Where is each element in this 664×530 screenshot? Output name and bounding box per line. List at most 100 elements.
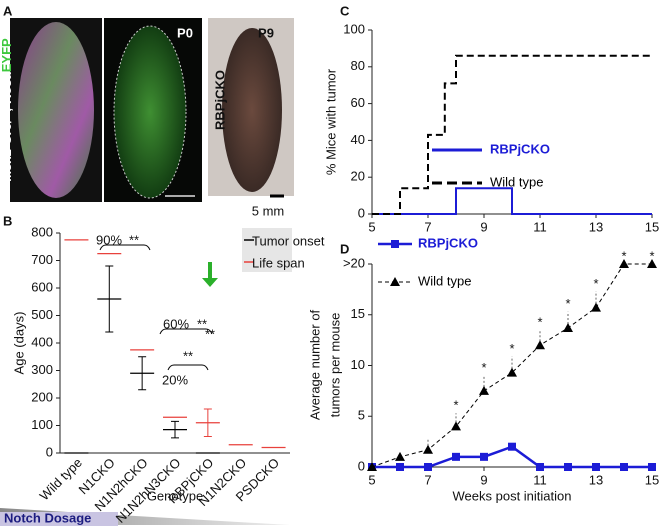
annotation: 20% — [162, 372, 188, 387]
x-tick-label: 11 — [533, 219, 547, 234]
legend-label: RBPjCKO — [418, 235, 478, 250]
significance: * — [537, 314, 542, 329]
y-tick-label: 80 — [351, 58, 365, 73]
significance: * — [621, 248, 626, 263]
significance: * — [649, 248, 654, 263]
marker — [564, 463, 572, 471]
mutant-label: RBPjCKO — [212, 70, 227, 130]
marker — [535, 340, 545, 350]
marker — [479, 385, 489, 395]
marker — [451, 421, 461, 431]
genotype: Msx2-Cre/+; Rosa — [0, 71, 14, 181]
marker — [563, 322, 573, 332]
photo-mouse — [222, 28, 282, 192]
y-tick-label: 200 — [31, 389, 53, 404]
error-bar — [138, 356, 147, 391]
significance: * — [509, 341, 514, 356]
reporter: EYFP — [0, 38, 14, 72]
y-tick-label: 20 — [351, 169, 365, 184]
marker — [591, 302, 601, 312]
marker — [424, 463, 432, 471]
x-axis-label: Genotype — [147, 488, 203, 503]
significance: * — [453, 398, 458, 413]
y-tick-label: 60 — [351, 95, 365, 110]
y-axis-label: tumors per mouse — [327, 313, 342, 418]
panel-label: D — [340, 241, 349, 256]
marker — [592, 463, 600, 471]
marker — [619, 259, 629, 268]
marker — [508, 442, 516, 451]
x-tick-label: 9 — [480, 472, 487, 487]
y-tick-label: 40 — [351, 132, 365, 147]
marker — [647, 259, 657, 268]
annotation: 60% — [163, 316, 189, 331]
y-tick-label: 300 — [31, 362, 53, 377]
x-tick-label: 13 — [589, 472, 603, 487]
y-tick-label: 800 — [31, 224, 53, 239]
marker — [395, 451, 405, 461]
x-tick-label: 15 — [645, 472, 659, 487]
step-line — [372, 54, 652, 215]
x-tick-label: 9 — [480, 219, 487, 234]
marker — [480, 452, 488, 461]
x-tick-label: 13 — [589, 219, 603, 234]
x-tick-label: 15 — [645, 219, 659, 234]
y-tick-label: 400 — [31, 334, 53, 349]
y-tick-label: 5 — [358, 408, 365, 423]
y-tick-label: 100 — [343, 21, 365, 36]
y-tick-label: 0 — [46, 444, 53, 459]
y-tick-label: >20 — [343, 255, 365, 270]
y-axis-label: Age (days) — [11, 312, 26, 375]
x-axis-label: Weeks post initiation — [453, 488, 572, 503]
age-label: P9 — [258, 25, 274, 40]
error-bar — [203, 408, 212, 437]
marker — [396, 463, 404, 471]
bracket — [99, 244, 151, 251]
x-tick-label: 7 — [424, 472, 431, 487]
photo-embryo — [18, 22, 94, 198]
y-axis-label: Average number of — [307, 309, 322, 420]
marker — [452, 452, 460, 461]
y-tick-label: 600 — [31, 279, 53, 294]
marker — [390, 277, 400, 286]
y-tick-label: 700 — [31, 252, 53, 267]
marker — [536, 463, 544, 471]
y-tick-label: 10 — [351, 357, 365, 372]
x-tick-label: 5 — [368, 472, 375, 487]
genotype-label: Msx2-Cre/+; RosaEYFP — [0, 38, 14, 182]
legend-label: Wild type — [418, 273, 471, 288]
step-line — [372, 187, 652, 215]
series-line — [371, 263, 652, 468]
legend-label: Life span — [252, 255, 305, 270]
bracket — [167, 364, 209, 371]
y-tick-label: 15 — [351, 306, 365, 321]
annotation: ** — [197, 316, 207, 331]
x-tick-label: 7 — [424, 219, 431, 234]
annotation: ** — [183, 348, 193, 363]
x-tick-label: Wild type — [37, 455, 85, 503]
x-tick-label: 5 — [368, 219, 375, 234]
marker — [507, 367, 517, 377]
significance: * — [481, 360, 486, 375]
significance: * — [593, 276, 598, 291]
marker — [423, 444, 433, 454]
error-bar — [171, 420, 179, 439]
y-tick-label: 500 — [31, 307, 53, 322]
marker — [367, 462, 377, 471]
y-tick-label: 0 — [358, 205, 365, 220]
bracket — [159, 328, 213, 335]
y-tick-label: 100 — [31, 417, 53, 432]
marker — [620, 463, 628, 471]
x-tick-label: 11 — [533, 472, 547, 487]
dosage-label: Notch Dosage — [4, 510, 91, 525]
panel-label: C — [340, 3, 350, 18]
dosage-box — [0, 512, 118, 526]
legend-label: RBPjCKO — [490, 141, 550, 156]
age-label: P0 — [177, 25, 193, 40]
y-tick-label: 0 — [358, 458, 365, 473]
marker — [648, 463, 656, 471]
y-axis-label: % Mice with tumor — [323, 68, 338, 175]
marker — [391, 240, 399, 248]
